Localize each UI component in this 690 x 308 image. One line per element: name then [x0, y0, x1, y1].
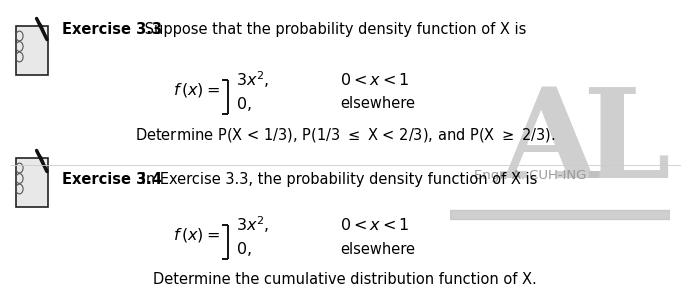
Text: $3x^2,$: $3x^2,$	[236, 215, 270, 235]
Text: Suppose that the probability density function of X is: Suppose that the probability density fun…	[140, 22, 526, 37]
Text: $f\/(x) =$: $f\/(x) =$	[173, 81, 220, 99]
Text: Determine the cumulative distribution function of X.: Determine the cumulative distribution fu…	[153, 273, 537, 287]
Text: Determine P(X < 1/3), P(1/3 $\leq$ X < 2/3), and P(X $\geq$ 2/3).: Determine P(X < 1/3), P(1/3 $\leq$ X < 2…	[135, 126, 555, 144]
Text: L: L	[582, 83, 670, 205]
Text: $f\/(x) =$: $f\/(x) =$	[173, 226, 220, 244]
Text: A: A	[500, 83, 598, 205]
FancyBboxPatch shape	[16, 26, 48, 75]
Text: $0,$: $0,$	[236, 240, 252, 258]
Text: elsewhere: elsewhere	[340, 241, 415, 257]
Text: Engr. A. CUH-ING: Engr. A. CUH-ING	[474, 168, 586, 181]
Text: elsewhere: elsewhere	[340, 96, 415, 111]
Text: Exercise 3.3: Exercise 3.3	[62, 22, 162, 37]
FancyBboxPatch shape	[16, 157, 48, 206]
Text: $3x^2,$: $3x^2,$	[236, 70, 270, 90]
Text: $0,$: $0,$	[236, 95, 252, 113]
Text: In Exercise 3.3, the probability density function of X is: In Exercise 3.3, the probability density…	[137, 172, 538, 187]
Text: $0 < x < 1$: $0 < x < 1$	[340, 72, 410, 88]
Text: Exercise 3.4: Exercise 3.4	[62, 172, 162, 187]
Text: $0 < x < 1$: $0 < x < 1$	[340, 217, 410, 233]
Bar	[450, 210, 670, 219]
